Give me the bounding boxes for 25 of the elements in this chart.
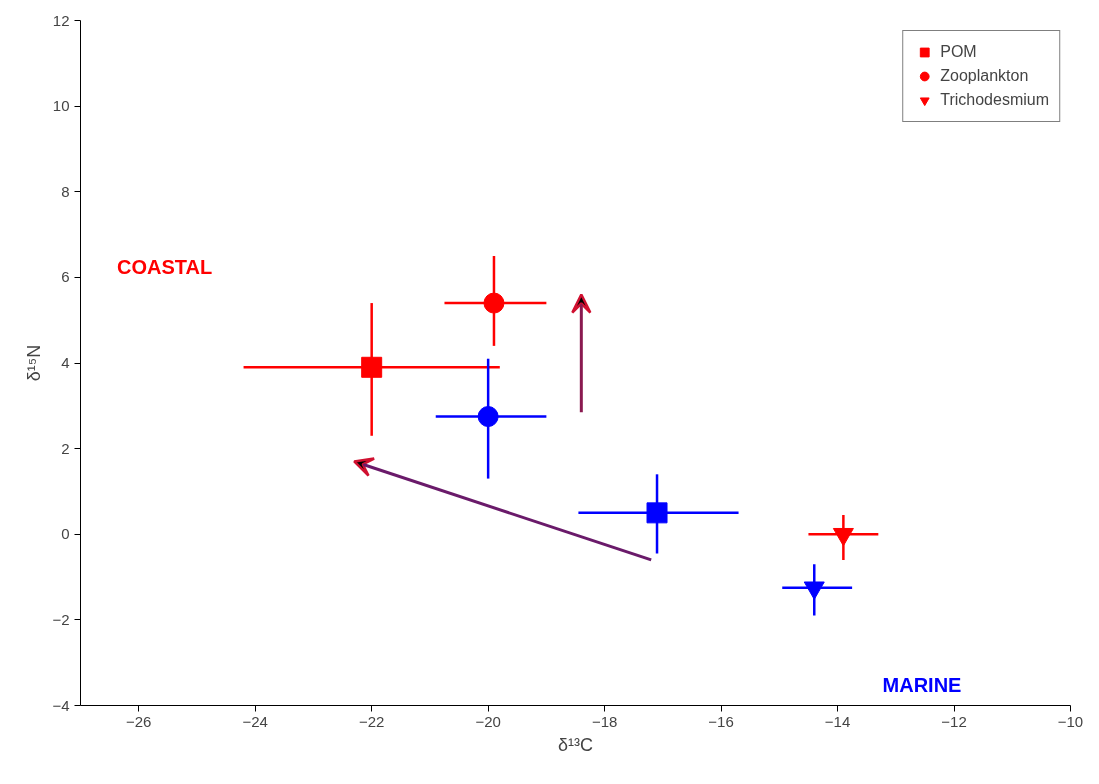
y-tick-label: 8 bbox=[61, 182, 70, 200]
x-tick-label: −24 bbox=[242, 712, 268, 730]
legend-label: Zooplankton bbox=[940, 67, 1029, 85]
y-tick-label: 12 bbox=[52, 11, 70, 29]
legend-label: Trichodesmium bbox=[940, 91, 1049, 109]
annotation: COASTAL bbox=[117, 256, 213, 279]
y-tick-label: 2 bbox=[61, 439, 70, 457]
x-tick-label: −22 bbox=[358, 712, 385, 730]
y-tick-label: −2 bbox=[52, 610, 70, 628]
annotation: MARINE bbox=[882, 673, 962, 696]
legend-label: POM bbox=[940, 43, 977, 61]
x-tick-label: −14 bbox=[824, 712, 851, 730]
x-tick-label: −10 bbox=[1057, 712, 1084, 730]
x-axis-title: δ¹³C bbox=[558, 734, 594, 755]
x-tick-label: −18 bbox=[591, 712, 618, 730]
y-tick-label: 0 bbox=[61, 525, 70, 543]
x-tick-label: −16 bbox=[708, 712, 734, 730]
y-tick-label: 6 bbox=[61, 268, 70, 286]
y-tick-label: −4 bbox=[52, 696, 70, 714]
y-axis-title: δ¹⁵N bbox=[24, 344, 45, 382]
x-tick-label: −26 bbox=[126, 712, 152, 730]
x-tick-label: −20 bbox=[475, 712, 501, 730]
y-tick-label: 4 bbox=[61, 354, 70, 371]
x-tick-label: −12 bbox=[941, 712, 967, 730]
y-tick-label: 10 bbox=[52, 97, 70, 115]
